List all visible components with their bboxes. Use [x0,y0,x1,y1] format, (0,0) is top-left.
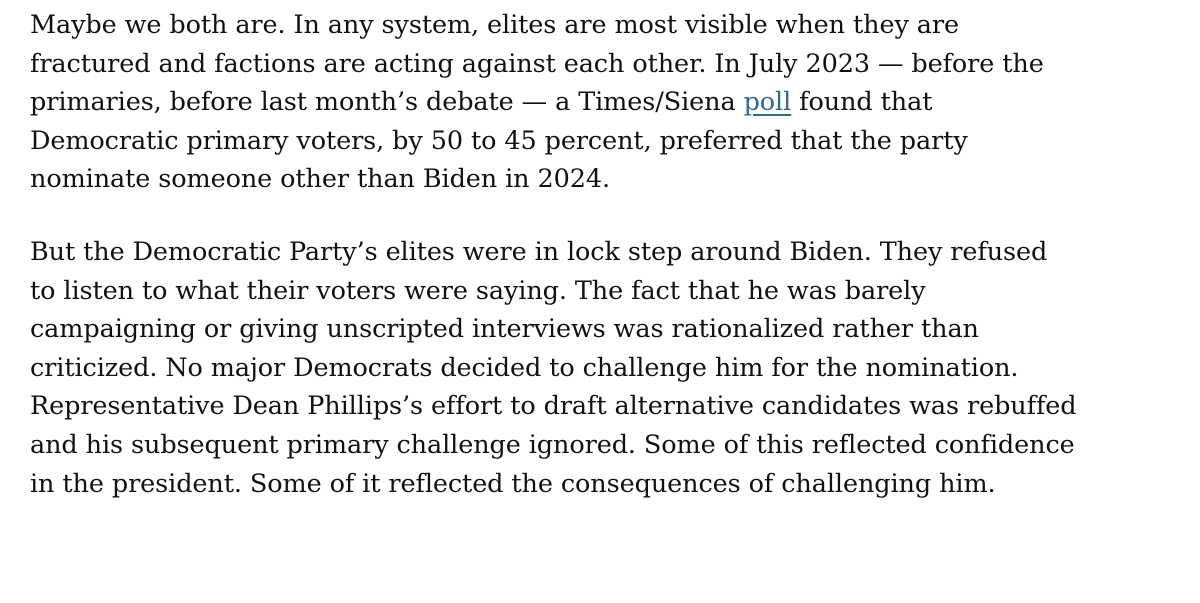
text-line: criticized. No major Democrats decided t… [30,352,1019,383]
text-line: in the president. Some of it reflected t… [30,468,996,499]
paragraph: But the Democratic Party’s elites were i… [30,233,1200,503]
text-line: Democratic primary voters, by 50 to 45 p… [30,125,968,156]
text-line: fractured and factions are acting agains… [30,48,1044,79]
text-line: nominate someone other than Biden in 202… [30,164,610,195]
text-segment: primaries, before last month’s debate — … [30,87,744,118]
text-line: and his subsequent primary challenge ign… [30,429,1075,460]
article-body: Maybe we both are. In any system, elites… [30,6,1200,503]
text-line: campaigning or giving unscripted intervi… [30,314,979,345]
paragraph: Maybe we both are. In any system, elites… [30,6,1200,199]
poll-link[interactable]: poll [743,87,792,118]
text-line: to listen to what their voters were sayi… [30,275,926,306]
text-line: But the Democratic Party’s elites were i… [30,236,1048,267]
text-line: Representative Dean Phillips’s effort to… [30,391,1077,422]
text-line: primaries, before last month’s debate — … [30,83,1200,122]
text-line: Maybe we both are. In any system, elites… [30,10,959,40]
text-segment: found that [791,87,933,118]
